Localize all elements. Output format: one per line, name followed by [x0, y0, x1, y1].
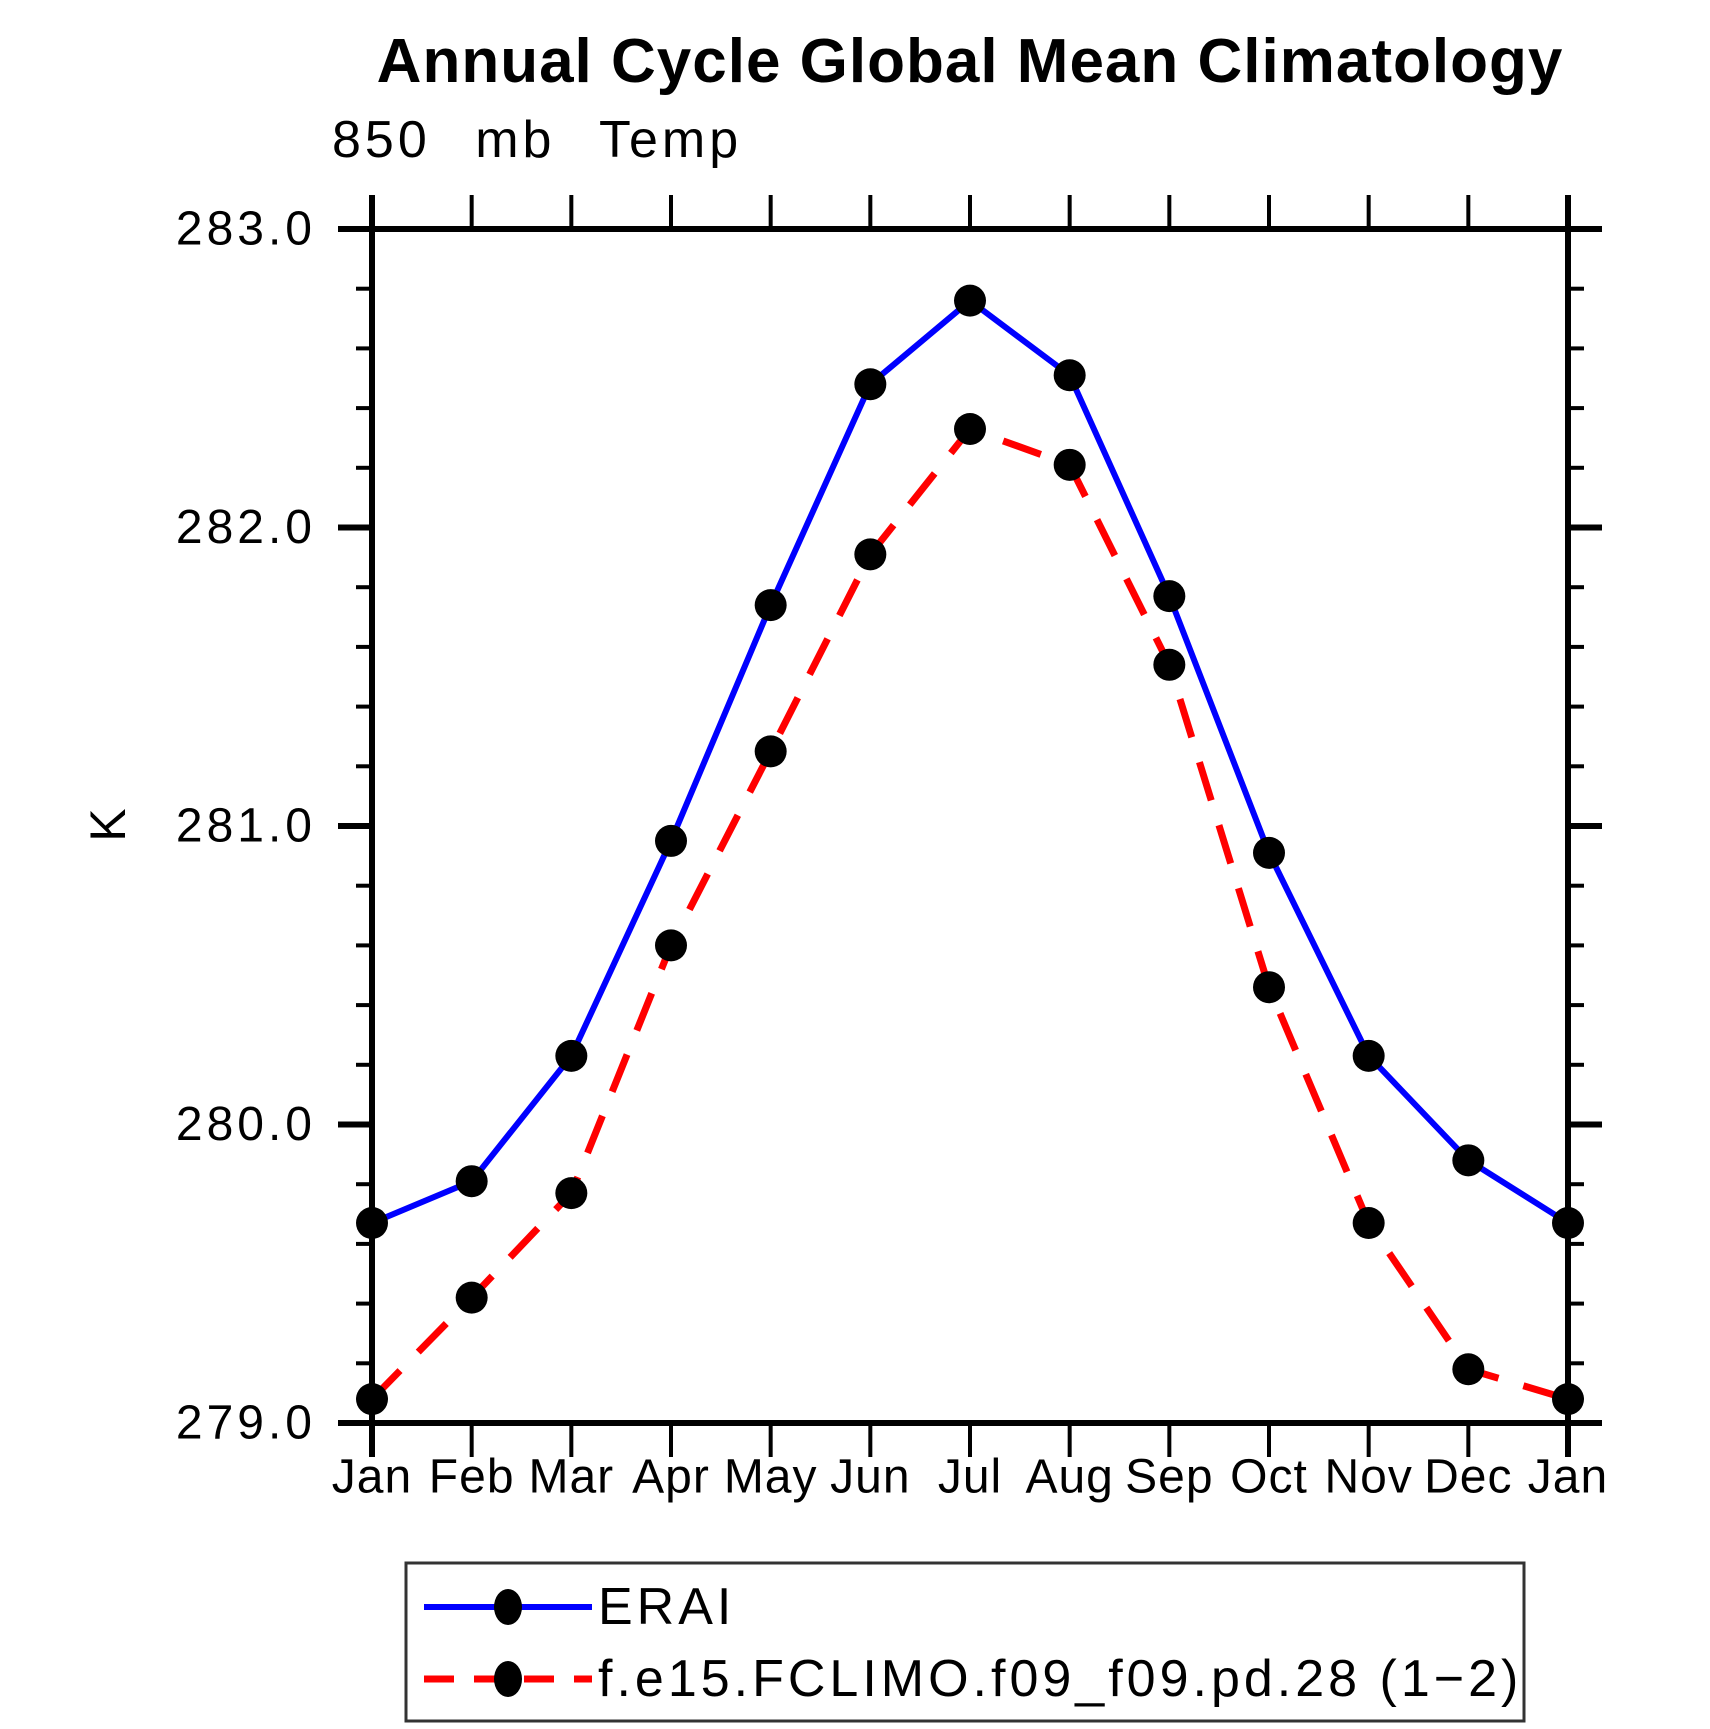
y-tick-label: 279.0	[176, 1397, 316, 1450]
y-tick-label: 280.0	[176, 1098, 316, 1151]
data-point-marker	[1452, 1353, 1485, 1386]
data-point-marker	[356, 1383, 388, 1416]
data-point-marker	[1352, 1207, 1385, 1240]
data-point-marker	[555, 1177, 588, 1210]
data-point-marker	[356, 1207, 388, 1240]
series-line-1	[369, 425, 1570, 1403]
data-point-marker	[455, 1165, 488, 1198]
x-tick-label: Jun	[830, 1451, 910, 1504]
data-point-marker	[1053, 448, 1086, 481]
data-point-marker	[754, 589, 787, 622]
x-tick-label: Nov	[1324, 1451, 1412, 1504]
x-tick-label: Feb	[429, 1451, 515, 1504]
y-tick-label: 282.0	[176, 501, 316, 554]
x-tick-label: Jul	[938, 1451, 1002, 1504]
data-point-marker	[954, 412, 986, 445]
data-point-marker	[754, 735, 787, 768]
x-tick-label: Oct	[1230, 1451, 1308, 1504]
data-point-marker	[1452, 1144, 1485, 1177]
legend-sample-marker	[494, 1589, 522, 1625]
data-point-marker	[655, 824, 687, 857]
data-point-marker	[1253, 836, 1285, 869]
legend-box	[404, 1561, 1526, 1723]
legend-label: f.e15.FCLIMO.f09_f09.pd.28 (1−2)	[598, 1650, 1522, 1708]
x-tick-label: Aug	[1025, 1451, 1113, 1504]
legend-sample-marker	[494, 1661, 522, 1697]
x-tick-label: May	[724, 1451, 818, 1504]
data-point-marker	[1253, 971, 1285, 1004]
data-point-marker	[854, 538, 887, 571]
y-axis-label: K	[80, 808, 136, 842]
legend-label: ERAI	[598, 1578, 735, 1636]
y-tick-label: 283.0	[176, 203, 316, 256]
x-tick-label: Jan	[332, 1451, 412, 1504]
chart-subtitle: 850 mb Temp	[332, 111, 743, 169]
x-tick-label: Jan	[1528, 1451, 1608, 1504]
data-point-marker	[1153, 648, 1186, 681]
data-point-marker	[954, 284, 986, 317]
chart-title: Annual Cycle Global Mean Climatology	[376, 27, 1564, 96]
data-point-marker	[854, 368, 887, 401]
data-point-marker	[655, 929, 687, 962]
x-tick-label: Mar	[528, 1451, 614, 1504]
x-tick-label: Dec	[1424, 1451, 1512, 1504]
data-point-marker	[1153, 580, 1186, 613]
data-point-marker	[455, 1281, 488, 1314]
x-tick-label: Apr	[632, 1451, 710, 1504]
data-point-marker	[555, 1039, 588, 1072]
data-point-marker	[1552, 1383, 1584, 1416]
data-point-marker	[1053, 359, 1086, 392]
data-point-marker	[1552, 1207, 1584, 1240]
x-tick-label: Sep	[1125, 1451, 1213, 1504]
y-tick-label: 281.0	[176, 800, 316, 853]
data-point-marker	[1352, 1039, 1385, 1072]
